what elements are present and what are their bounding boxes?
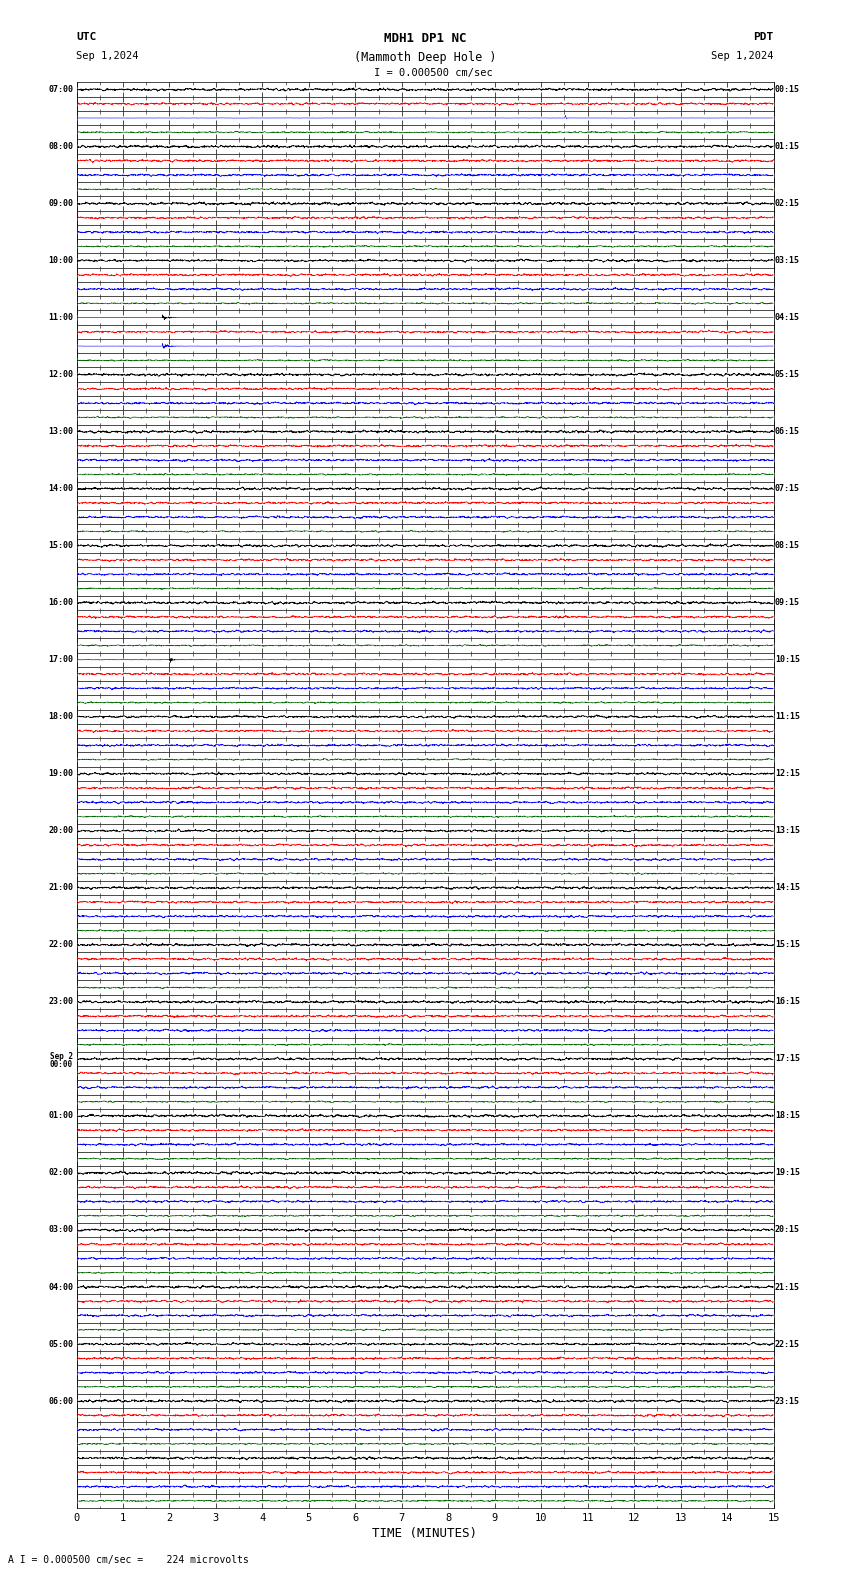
- Text: 04:00: 04:00: [48, 1283, 73, 1291]
- Text: 22:15: 22:15: [775, 1340, 800, 1348]
- Text: A I = 0.000500 cm/sec =    224 microvolts: A I = 0.000500 cm/sec = 224 microvolts: [8, 1555, 249, 1565]
- Text: 10:15: 10:15: [775, 656, 800, 664]
- Text: 06:15: 06:15: [775, 428, 800, 436]
- Text: 15:00: 15:00: [48, 542, 73, 550]
- Text: 12:15: 12:15: [775, 770, 800, 778]
- Text: 07:15: 07:15: [775, 485, 800, 493]
- Text: 20:15: 20:15: [775, 1226, 800, 1234]
- Text: 19:00: 19:00: [48, 770, 73, 778]
- Text: 06:00: 06:00: [48, 1397, 73, 1405]
- Text: 21:15: 21:15: [775, 1283, 800, 1291]
- Text: 11:00: 11:00: [48, 314, 73, 322]
- Text: 23:15: 23:15: [775, 1397, 800, 1405]
- Text: 08:00: 08:00: [48, 143, 73, 150]
- Text: I = 0.000500 cm/sec: I = 0.000500 cm/sec: [374, 68, 493, 78]
- Text: 13:15: 13:15: [775, 827, 800, 835]
- Text: 13:00: 13:00: [48, 428, 73, 436]
- Text: Sep 1,2024: Sep 1,2024: [711, 51, 774, 60]
- Text: 09:00: 09:00: [48, 200, 73, 208]
- Text: 02:15: 02:15: [775, 200, 800, 208]
- Text: 11:15: 11:15: [775, 713, 800, 721]
- Text: 14:00: 14:00: [48, 485, 73, 493]
- Text: 00:15: 00:15: [775, 86, 800, 93]
- Text: 20:00: 20:00: [48, 827, 73, 835]
- Text: (Mammoth Deep Hole ): (Mammoth Deep Hole ): [354, 51, 496, 63]
- Text: 17:15: 17:15: [775, 1055, 800, 1063]
- Text: 17:00: 17:00: [48, 656, 73, 664]
- Text: UTC: UTC: [76, 32, 97, 41]
- Text: 23:00: 23:00: [48, 998, 73, 1006]
- Text: 18:15: 18:15: [775, 1112, 800, 1120]
- Text: 16:00: 16:00: [48, 599, 73, 607]
- Text: Sep 1,2024: Sep 1,2024: [76, 51, 139, 60]
- Text: PDT: PDT: [753, 32, 774, 41]
- Text: 19:15: 19:15: [775, 1169, 800, 1177]
- Text: 22:00: 22:00: [48, 941, 73, 949]
- Text: 07:00: 07:00: [48, 86, 73, 93]
- Text: 12:00: 12:00: [48, 371, 73, 379]
- X-axis label: TIME (MINUTES): TIME (MINUTES): [372, 1527, 478, 1540]
- Text: Sep 2: Sep 2: [50, 1052, 73, 1061]
- Text: 01:00: 01:00: [48, 1112, 73, 1120]
- Text: 16:15: 16:15: [775, 998, 800, 1006]
- Text: 00:00: 00:00: [50, 1060, 73, 1069]
- Text: 15:15: 15:15: [775, 941, 800, 949]
- Text: 10:00: 10:00: [48, 257, 73, 265]
- Text: 03:00: 03:00: [48, 1226, 73, 1234]
- Text: 05:15: 05:15: [775, 371, 800, 379]
- Text: 02:00: 02:00: [48, 1169, 73, 1177]
- Text: 05:00: 05:00: [48, 1340, 73, 1348]
- Text: 08:15: 08:15: [775, 542, 800, 550]
- Text: 04:15: 04:15: [775, 314, 800, 322]
- Text: 01:15: 01:15: [775, 143, 800, 150]
- Text: 03:15: 03:15: [775, 257, 800, 265]
- Text: MDH1 DP1 NC: MDH1 DP1 NC: [383, 32, 467, 44]
- Text: 18:00: 18:00: [48, 713, 73, 721]
- Text: 21:00: 21:00: [48, 884, 73, 892]
- Text: 14:15: 14:15: [775, 884, 800, 892]
- Text: 09:15: 09:15: [775, 599, 800, 607]
